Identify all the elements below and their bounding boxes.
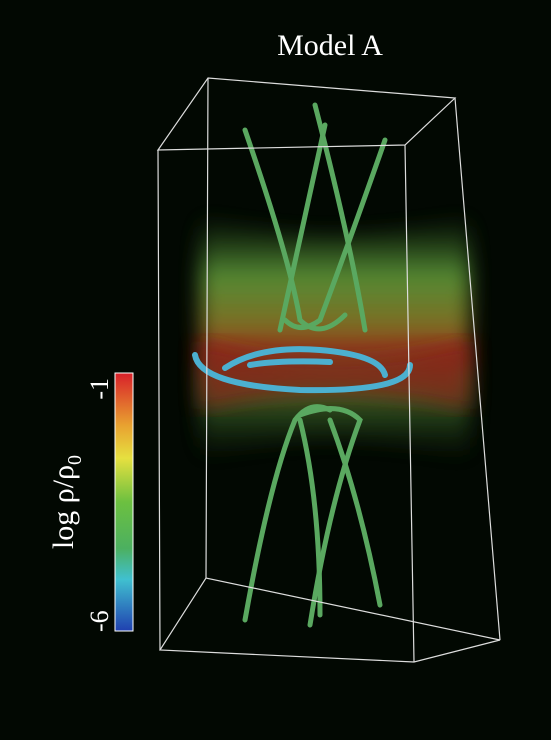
colorbar-label-text: log ρ/ρ xyxy=(47,465,80,549)
figure: Model A log ρ/ρ0 -1 -6 xyxy=(0,0,551,740)
title: Model A xyxy=(277,29,383,62)
colorbar-label-subscript: 0 xyxy=(64,455,86,465)
colorbar xyxy=(115,373,133,631)
colorbar-max: -1 xyxy=(85,378,114,400)
density-cloud xyxy=(200,215,470,460)
colorbar-min: -6 xyxy=(85,610,114,632)
